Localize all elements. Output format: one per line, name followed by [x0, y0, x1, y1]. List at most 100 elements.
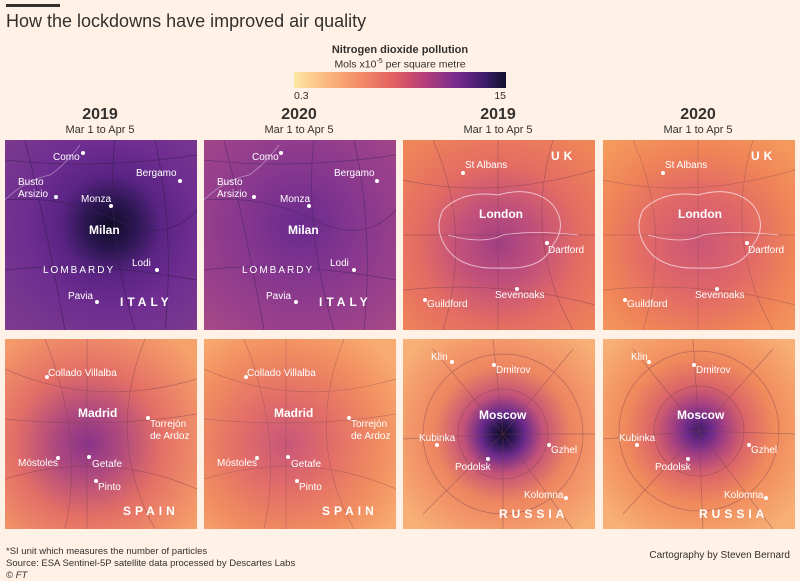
city-label-guildford: Guildford	[627, 299, 668, 310]
copyright: © FT	[6, 570, 28, 581]
country-label-spain: SPAIN	[322, 504, 378, 518]
city-dot	[295, 479, 299, 483]
city-label-busto-arsizio: Busto Arsizio	[18, 177, 49, 200]
city-dot	[94, 479, 98, 483]
city-dot	[81, 151, 85, 155]
city-label-getafe: Getafe	[291, 459, 322, 470]
country-label-italy: ITALY	[120, 295, 173, 309]
city-label-collado-villalba: Collado Villalba	[247, 368, 316, 379]
city-dot	[747, 443, 751, 447]
city-dot	[352, 268, 356, 272]
map-madrid-2020: Collado Villalba Madrid Torrejón de Ardo…	[204, 339, 396, 529]
city-label-getafe: Getafe	[92, 459, 123, 470]
legend-subtitle: Mols x10-5 per square metre	[0, 58, 800, 71]
city-label-kolomna: Kolomna	[524, 490, 564, 501]
city-label-pinto: Pinto	[299, 482, 322, 493]
city-dot	[146, 416, 150, 420]
cartography-credit: Cartography by Steven Bernard	[649, 550, 790, 561]
city-dot	[435, 443, 439, 447]
city-label-mostoles: Móstoles	[217, 458, 258, 469]
region-label-lombardy: LOMBARDY	[242, 265, 315, 276]
city-dot	[764, 496, 768, 500]
column-year-1: 2019	[82, 106, 118, 123]
city-label-dartford: Dartford	[548, 245, 585, 256]
legend-subtitle-pre: Mols x10	[334, 58, 377, 71]
city-dot	[547, 443, 551, 447]
city-dot	[155, 268, 159, 272]
city-label-torrejon: Torrejón de Ardoz	[150, 419, 190, 442]
city-dot	[692, 363, 696, 367]
city-label-moscow: Moscow	[479, 408, 527, 422]
city-label-kolomna: Kolomna	[724, 490, 764, 501]
country-label-russia: RUSSIA	[699, 507, 769, 521]
city-dot	[255, 456, 259, 460]
column-range-4: Mar 1 to Apr 5	[663, 124, 733, 136]
city-label-lodi: Lodi	[132, 258, 151, 269]
city-dot	[715, 287, 719, 291]
city-label-milan: Milan	[89, 223, 120, 237]
region-label-lombardy: LOMBARDY	[43, 265, 116, 276]
legend-color-scale	[294, 72, 506, 88]
city-dot	[244, 375, 248, 379]
city-label-milan: Milan	[288, 223, 319, 237]
column-range-2: Mar 1 to Apr 5	[264, 124, 334, 136]
legend-subtitle-post: per square metre	[382, 58, 466, 71]
map-moscow-2020: Klin Dmitrov Moscow Kubinka Gzhel Podols…	[603, 339, 795, 529]
city-label-como: Como	[53, 152, 80, 163]
city-label-monza: Monza	[81, 194, 112, 205]
city-label-kubinka: Kubinka	[419, 433, 456, 444]
city-label-podolsk: Podolsk	[655, 462, 691, 473]
page-title: How the lockdowns have improved air qual…	[6, 11, 367, 31]
city-dot	[95, 300, 99, 304]
legend-min: 0.3	[294, 90, 309, 102]
city-label-guildford: Guildford	[427, 299, 468, 310]
city-dot	[279, 151, 283, 155]
city-dot	[635, 443, 639, 447]
map-moscow-2019: Klin Dmitrov Moscow Kubinka Gzhel Podols…	[403, 339, 595, 529]
city-dot	[686, 457, 690, 461]
city-label-pavia: Pavia	[266, 291, 292, 302]
city-label-como: Como	[252, 152, 279, 163]
city-dot	[564, 496, 568, 500]
city-dot	[461, 171, 465, 175]
city-dot	[745, 241, 749, 245]
city-label-st-albans: St Albans	[465, 160, 508, 171]
city-dot	[178, 179, 182, 183]
column-range-3: Mar 1 to Apr 5	[463, 124, 533, 136]
country-label-russia: RUSSIA	[499, 507, 569, 521]
country-label-italy: ITALY	[319, 295, 372, 309]
footnote: *SI unit which measures the number of pa…	[6, 546, 208, 557]
city-label-moscow: Moscow	[677, 408, 725, 422]
legend-title: Nitrogen dioxide pollution	[331, 44, 469, 56]
city-label-gzhel: Gzhel	[551, 445, 578, 456]
city-label-pavia: Pavia	[68, 291, 94, 302]
city-dot	[54, 195, 58, 199]
column-range-1: Mar 1 to Apr 5	[65, 124, 135, 136]
city-label-dartford: Dartford	[748, 245, 785, 256]
city-dot	[252, 195, 256, 199]
city-dot	[294, 300, 298, 304]
city-label-madrid: Madrid	[274, 406, 314, 420]
city-dot	[423, 298, 427, 302]
city-dot	[375, 179, 379, 183]
column-year-2: 2020	[281, 106, 317, 123]
city-dot	[545, 241, 549, 245]
city-label-sevenoaks: Sevenoaks	[495, 290, 545, 301]
city-label-london: London	[678, 207, 722, 221]
column-year-4: 2020	[680, 106, 716, 123]
city-dot	[661, 171, 665, 175]
map-madrid-2019: Collado Villalba Madrid Torrejón de Ardo…	[5, 339, 197, 529]
map-london-2020: UK St Albans London Dartford Sevenoaks G…	[603, 140, 795, 330]
city-label-monza: Monza	[280, 194, 311, 205]
city-dot	[347, 416, 351, 420]
ft-rule	[6, 4, 60, 7]
city-label-sevenoaks: Sevenoaks	[695, 290, 745, 301]
city-dot	[647, 360, 651, 364]
city-dot	[486, 457, 490, 461]
city-label-dmitrov: Dmitrov	[696, 365, 731, 376]
city-label-mostoles: Móstoles	[18, 458, 59, 469]
city-label-dmitrov: Dmitrov	[496, 365, 531, 376]
city-dot	[56, 456, 60, 460]
city-dot	[450, 360, 454, 364]
city-dot	[286, 455, 290, 459]
